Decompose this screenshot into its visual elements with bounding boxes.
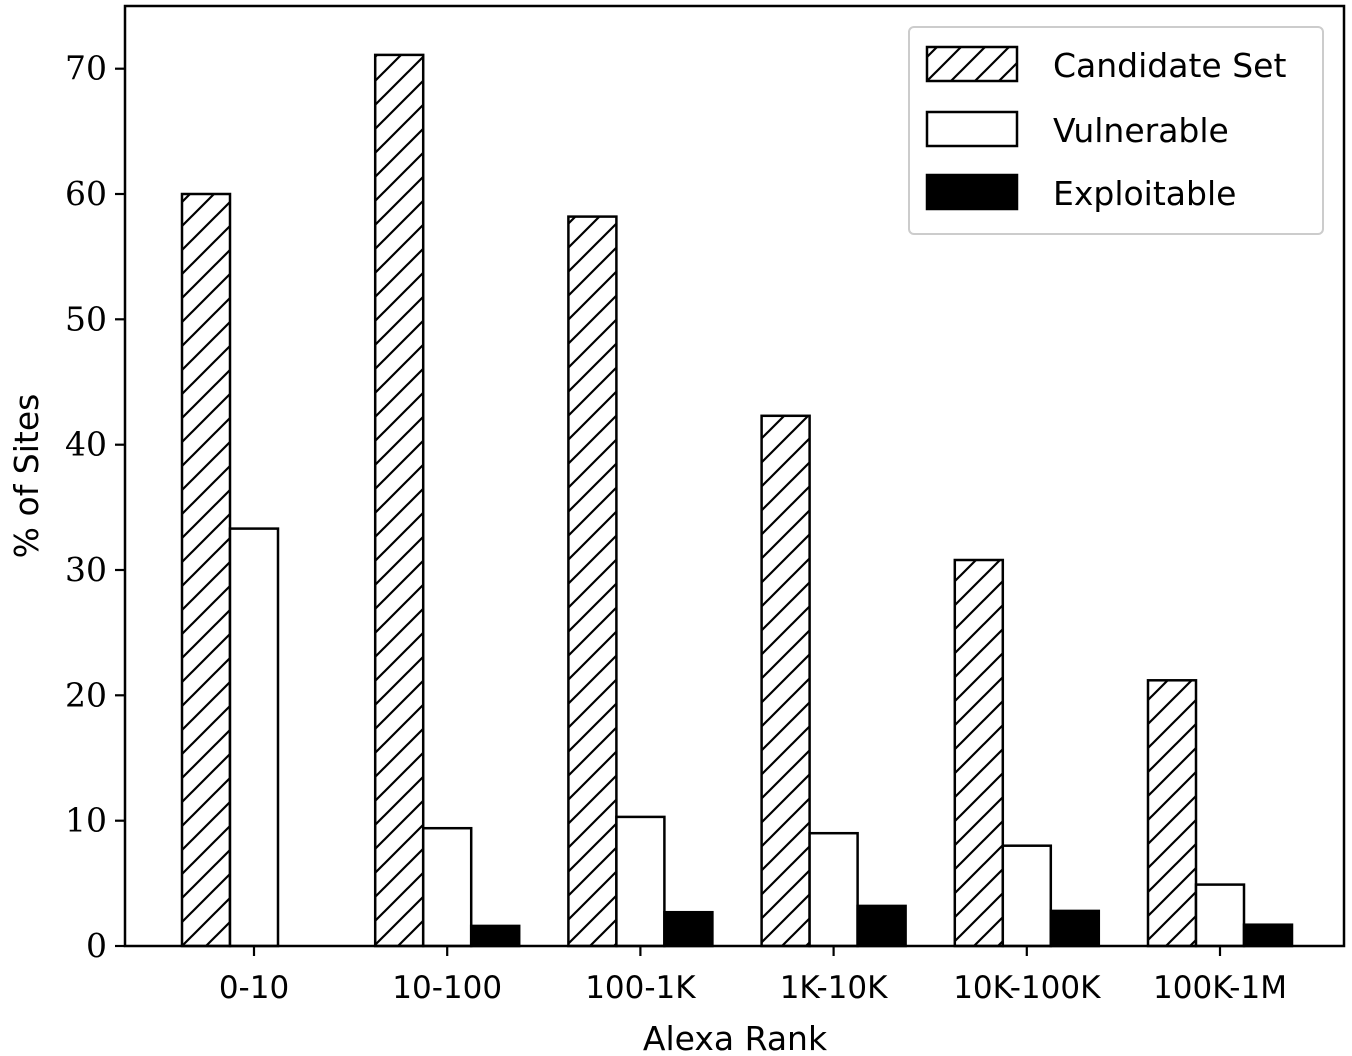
bar-vulnerable-100k-1m: [1194, 883, 1246, 948]
x-axis: 0-10 10-100 100-1K 1K-10K 10K-100K 100K-1M: [219, 946, 1287, 1006]
legend-swatch-exploitable: [925, 173, 1019, 211]
bar-exploitable-10-100: [469, 924, 521, 948]
bar-candidate-set-10k-100k: [953, 558, 1005, 948]
x-tick-label-0-10: 0-10: [219, 970, 289, 1006]
y-tick-label-60: 60: [65, 174, 107, 213]
y-tick-label-0: 0: [86, 926, 107, 965]
legend-label-candidate-set: Candidate Set: [1053, 46, 1286, 85]
x-tick-label-10-100: 10-100: [392, 970, 502, 1006]
y-tick-label-30: 30: [65, 550, 107, 589]
legend-swatch-candidate-set: [925, 45, 1019, 83]
bar-candidate-set-100-1k: [567, 215, 618, 948]
y-tick-label-10: 10: [65, 801, 107, 840]
bars-group: [180, 53, 1294, 948]
y-tick-label-40: 40: [65, 425, 107, 464]
bar-exploitable-100k-1m: [1242, 923, 1294, 948]
y-tick-label-50: 50: [65, 299, 107, 338]
bar-vulnerable-0-10: [228, 527, 280, 948]
plot-frame: [123, 4, 1346, 948]
y-tick-label-20: 20: [65, 675, 107, 714]
bar-exploitable-10k-100k: [1049, 909, 1101, 948]
x-axis-title: Alexa Rank: [643, 1019, 828, 1056]
legend-label-vulnerable: Vulnerable: [1053, 111, 1229, 150]
bar-exploitable-100-1k: [663, 910, 714, 948]
x-tick-label-100-1k: 100-1K: [585, 970, 696, 1006]
bar-vulnerable-1k-10k: [808, 831, 859, 948]
bar-exploitable-1k-10k: [856, 904, 907, 948]
bar-vulnerable-10k-100k: [1001, 844, 1053, 948]
bar-candidate-set-100k-1m: [1146, 679, 1198, 948]
x-tick-label-1k-10k: 1K-10K: [780, 970, 888, 1006]
y-axis-title: % of Sites: [7, 394, 46, 559]
legend-label-exploitable: Exploitable: [1053, 174, 1236, 213]
bar-candidate-set-0-10: [180, 192, 232, 948]
y-axis: 0 10 20 30 40 50 60 70: [65, 49, 125, 965]
x-tick-label-10k-100k: 10K-100K: [953, 970, 1101, 1006]
legend: Candidate Set Vulnerable Exploitable: [908, 26, 1324, 235]
x-tick-label-100k-1m: 100K-1M: [1153, 970, 1287, 1006]
bar-vulnerable-10-100: [421, 826, 473, 948]
bar-vulnerable-100-1k: [615, 815, 666, 948]
legend-swatch-vulnerable: [925, 110, 1019, 148]
y-tick-label-70: 70: [65, 49, 107, 88]
bar-candidate-set-10-100: [373, 53, 425, 948]
bar-candidate-set-1k-10k: [760, 414, 811, 948]
